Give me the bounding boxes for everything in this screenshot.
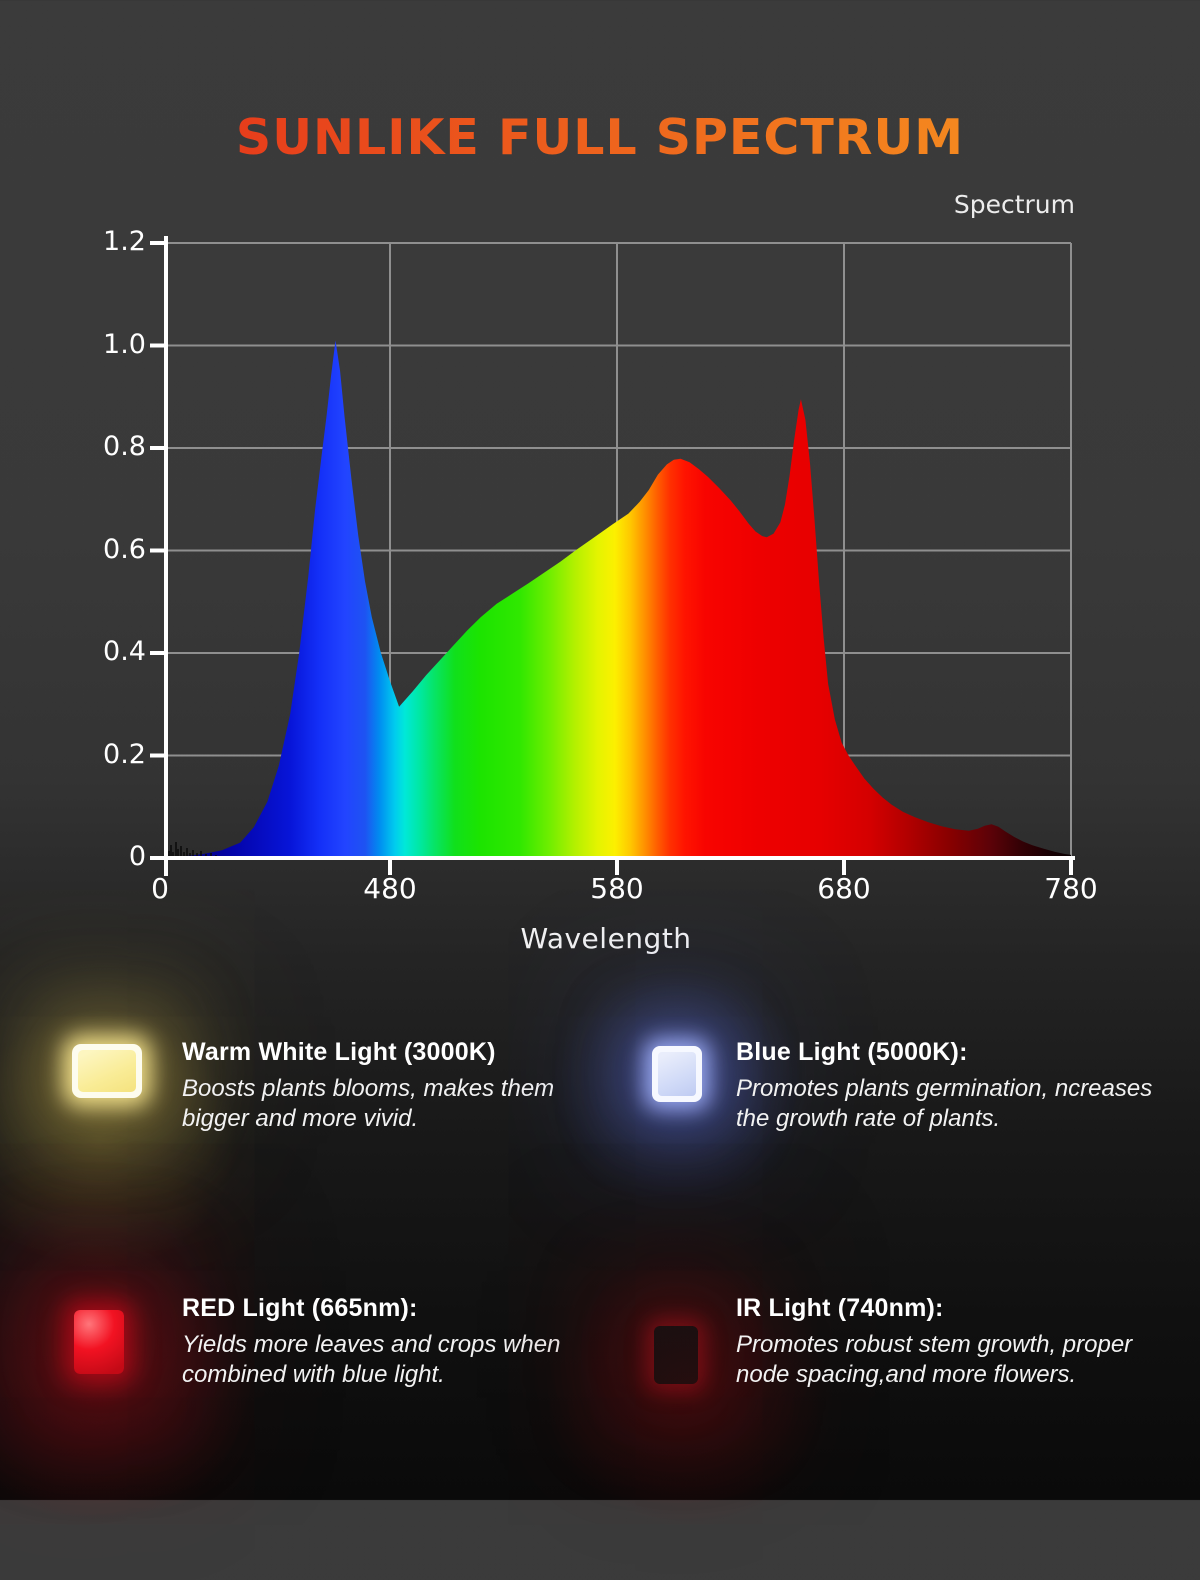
chart-legend-label: Spectrum bbox=[953, 190, 1075, 219]
y-tick-label: 0.4 bbox=[103, 636, 146, 667]
x-tick-label: 480 bbox=[363, 872, 417, 905]
x-tick-label: 680 bbox=[817, 872, 871, 905]
feature-desc-red: Yields more leaves and crops when combin… bbox=[182, 1331, 561, 1388]
ir-led-icon bbox=[654, 1326, 698, 1384]
x-axis-title: Wavelength bbox=[520, 922, 692, 955]
x-tick-label: 0 bbox=[151, 872, 169, 905]
axes bbox=[150, 236, 1075, 876]
y-tick-label: 1.0 bbox=[103, 328, 146, 360]
red-led-icon bbox=[74, 1310, 124, 1374]
noise-spikes bbox=[168, 842, 217, 857]
warm-white-led-icon bbox=[72, 1044, 142, 1098]
spectrum-chart-canvas bbox=[150, 236, 1075, 876]
blue-led-phosphor bbox=[658, 1052, 696, 1096]
feature-desc-warm-white: Boosts plants blooms, makes them bigger … bbox=[182, 1075, 555, 1132]
spectrum-curve bbox=[165, 340, 1072, 858]
warm-white-led-phosphor bbox=[78, 1050, 136, 1092]
page-title: SUNLIKE FULL SPECTRUM bbox=[0, 109, 1200, 166]
blue-led-icon bbox=[652, 1046, 702, 1102]
feature-title-red: RED Light (665nm): bbox=[182, 1294, 418, 1322]
y-tick-label: 0 bbox=[128, 841, 146, 872]
page: SUNLIKE FULL SPECTRUM Spectrum 0 0.2 0.4 0.… bbox=[0, 109, 1200, 1580]
y-tick-label: 1.2 bbox=[103, 226, 146, 257]
feature-desc-blue: Promotes plants germination, ncreases th… bbox=[736, 1075, 1153, 1132]
feature-desc-ir: Promotes robust stem growth, proper node… bbox=[736, 1331, 1133, 1388]
y-tick-label: 0.6 bbox=[103, 533, 146, 565]
feature-title-ir: IR Light (740nm): bbox=[736, 1294, 944, 1322]
y-tick-label: 0.2 bbox=[103, 738, 146, 770]
y-tick-label: 0.8 bbox=[103, 431, 146, 462]
feature-title-warm-white: Warm White Light (3000K) bbox=[182, 1038, 496, 1066]
x-tick-label: 780 bbox=[1044, 872, 1098, 905]
spectrum-chart: Spectrum 0 0.2 0.4 0.6 0.8 1.0 1.2 0 480 580 680 78… bbox=[103, 190, 1098, 955]
x-tick-label: 580 bbox=[590, 872, 644, 905]
feature-title-blue: Blue Light (5000K): bbox=[736, 1038, 968, 1066]
